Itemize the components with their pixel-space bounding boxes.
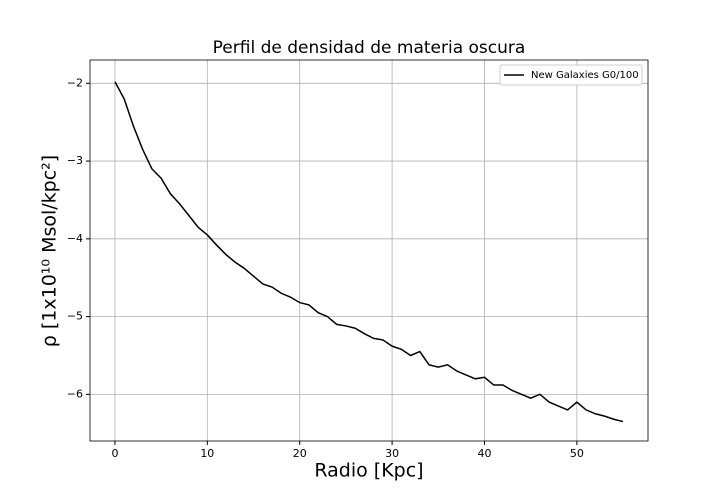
x-tick-label: 40	[477, 447, 491, 460]
legend: New Galaxies G0/100	[499, 64, 643, 86]
y-tick-label: −3	[67, 154, 83, 167]
x-tick-label: 10	[200, 447, 214, 460]
x-tick-label: 0	[111, 447, 118, 460]
legend-box	[499, 64, 643, 86]
y-axis-label: ρ [1x10¹⁰ Msol/kpc²]	[39, 155, 61, 347]
x-tick-label: 20	[293, 447, 307, 460]
legend-label: New Galaxies G0/100	[531, 70, 639, 81]
x-axis-label: Radio [Kpc]	[314, 460, 423, 482]
y-tick-label: −6	[67, 387, 83, 400]
plot-frame	[89, 59, 649, 442]
y-tick-label: −5	[67, 310, 83, 323]
data-line	[114, 81, 624, 423]
chart-title: Perfil de densidad de materia oscura	[213, 38, 526, 58]
x-tick-label: 50	[570, 447, 584, 460]
y-tick-label: −4	[67, 232, 83, 245]
x-tick-label: 30	[385, 447, 399, 460]
y-tick-label: −2	[67, 76, 83, 89]
